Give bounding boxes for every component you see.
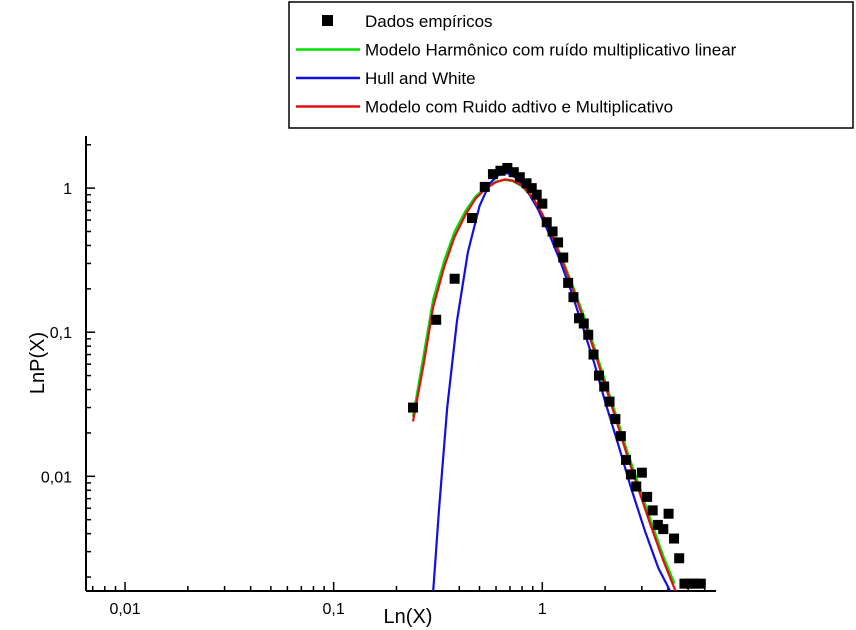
data-point: [495, 165, 506, 176]
data-point: [514, 172, 525, 183]
data-point: [652, 519, 663, 530]
data-point: [674, 553, 685, 564]
legend: Dados empíricos Modelo Harmônico com ruíd…: [288, 1, 854, 129]
x-tick-label: 0,01: [109, 601, 140, 618]
data-point: [431, 314, 442, 325]
data-point: [521, 178, 532, 189]
data-point: [599, 381, 610, 392]
x-tick-label: 0,1: [323, 601, 345, 618]
legend-marker: [322, 15, 333, 26]
data-point: [547, 226, 558, 237]
data-point: [610, 413, 621, 424]
data-point: [588, 349, 599, 360]
y-tick-label: 0,1: [50, 325, 72, 342]
legend-label: Hull and White: [365, 69, 476, 88]
data-point: [631, 481, 642, 492]
data-point: [690, 578, 701, 589]
data-point: [558, 252, 569, 263]
data-point: [647, 505, 658, 516]
data-point: [583, 329, 594, 340]
legend-box: [288, 1, 854, 129]
data-point: [508, 167, 519, 178]
data-point: [679, 578, 690, 589]
data-point: [502, 162, 513, 173]
y-tick-label: 0,01: [41, 469, 72, 486]
data-point: [537, 198, 548, 209]
data-point: [625, 469, 636, 480]
y-axis-title: LnP(X): [27, 332, 49, 394]
legend-label: Modelo com Ruido adtivo e Multiplicativo: [365, 98, 673, 117]
legend-label: Modelo Harmônico com ruído multiplicativ…: [365, 41, 737, 60]
data-point: [621, 454, 632, 465]
data-point: [615, 431, 626, 442]
data-point: [479, 181, 490, 192]
data-point: [487, 169, 498, 180]
y-tick-label: 1: [63, 181, 72, 198]
data-point: [407, 402, 418, 413]
x-tick-label: 1: [538, 601, 547, 618]
data-point: [574, 313, 585, 324]
data-point: [594, 370, 605, 381]
data-point: [663, 508, 674, 519]
plot-area: [407, 162, 706, 591]
data-point: [669, 533, 680, 544]
data-point: [642, 491, 653, 502]
series-line-modelo-com-ruido-adtivo-e-multiplicativo: [411, 178, 677, 591]
data-point: [563, 277, 574, 288]
y-axis: 0,01 0,1 1: [41, 136, 95, 591]
data-point: [526, 183, 537, 194]
data-point: [604, 396, 615, 407]
x-axis-title: Ln(X): [384, 606, 433, 628]
data-point: [531, 189, 542, 200]
data-point: [568, 292, 579, 303]
data-point: [636, 467, 647, 478]
data-point: [684, 578, 695, 589]
data-point: [658, 524, 669, 535]
data-point: [449, 273, 460, 284]
data-point: [553, 237, 564, 248]
data-point: [466, 213, 477, 224]
data-point: [541, 217, 552, 228]
data-point: [695, 578, 706, 589]
data-point: [578, 318, 589, 329]
legend-label: Dados empíricos: [365, 12, 493, 31]
